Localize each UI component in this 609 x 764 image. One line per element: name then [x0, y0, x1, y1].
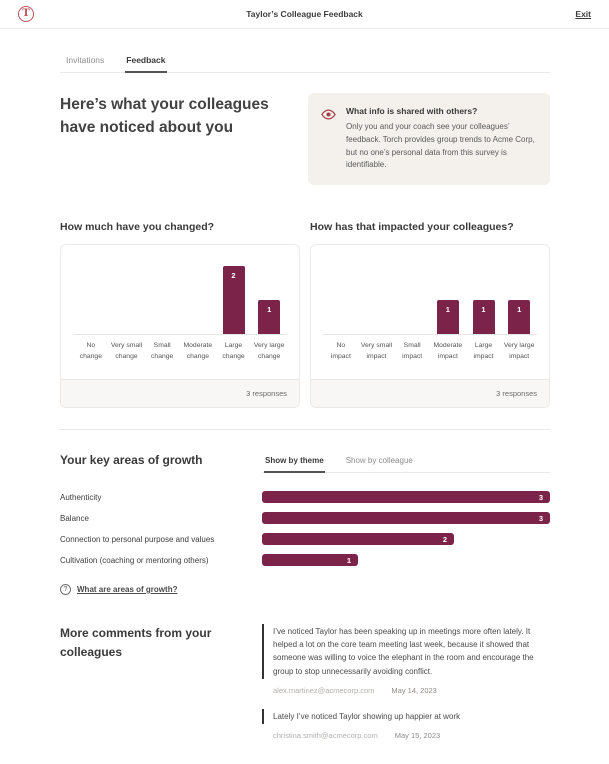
x-axis-label: Large change [222, 342, 245, 361]
comment-author: christina.smith@acmecorp.com [273, 730, 378, 740]
privacy-info-body: Only you and your coach see your colleag… [346, 122, 535, 170]
privacy-info-title: What info is shared with others? [346, 106, 478, 116]
x-axis-label: Very small change [110, 342, 143, 361]
hero-section: Here’s what your colleagues have noticed… [60, 93, 550, 186]
bar: 1 [508, 300, 531, 335]
colleague-comment: Lately I’ve noticed Taylor showing up ha… [262, 708, 550, 740]
app-header: T Taylor’s Colleague Feedback Exit [0, 0, 609, 29]
tab-invitations[interactable]: Invitations [66, 55, 105, 65]
growth-bar: 3 [262, 512, 550, 525]
colleague-comment: I’ve noticed Taylor has been speaking up… [262, 623, 550, 695]
growth-row: Authenticity 3 [60, 487, 550, 508]
x-axis-label: Very large impact [503, 342, 535, 361]
comment-date: May 14, 2023 [391, 685, 437, 695]
x-axis-label: Small impact [402, 342, 423, 361]
question-circle-icon: ? [60, 583, 71, 595]
hero-heading: Here’s what your colleagues have noticed… [60, 96, 269, 137]
eye-icon [321, 106, 336, 172]
x-axis-label: Large impact [473, 342, 494, 361]
exit-link[interactable]: Exit [575, 9, 591, 19]
chart-column: 1 [430, 300, 466, 335]
chart-column: 1 [466, 300, 502, 335]
growth-tabs: Show by theme Show by colleague [262, 453, 550, 473]
chart-column: 1 [501, 300, 537, 335]
comments-list: I’ve noticed Taylor has been speaking up… [262, 623, 550, 740]
impact-chart: How has that impacted your colleagues? 1… [310, 221, 550, 408]
tab-feedback[interactable]: Feedback [125, 51, 167, 73]
growth-row: Connection to personal purpose and value… [60, 529, 550, 550]
chart-x-labels: No impact Very small impact Small impact Moder… [323, 335, 537, 379]
growth-help-link[interactable]: ? What are areas of growth? [60, 583, 178, 595]
bar-value-label: 1 [517, 305, 522, 315]
section-divider [60, 428, 550, 430]
chart-plot-area: 1 1 1 [323, 245, 537, 336]
bar-value-label: 1 [267, 305, 272, 315]
chart-footer: 3 responses [61, 378, 299, 407]
chart-title: How much have you changed? [60, 221, 215, 234]
chart-column: 2 [216, 266, 252, 335]
growth-bar: 2 [262, 533, 454, 546]
privacy-info-box: What info is shared with others? Only yo… [308, 93, 550, 186]
main-tabs: Invitations Feedback [60, 51, 550, 73]
bar-value-label: 2 [231, 271, 236, 281]
comments-section: More comments from your colleagues I’ve … [60, 623, 550, 740]
bar: 1 [436, 300, 459, 335]
x-axis-label: Moderate change [183, 342, 213, 361]
page-title: Taylor’s Colleague Feedback [246, 9, 363, 19]
growth-bar-track: 1 [262, 554, 550, 567]
chart-x-labels: No change Very small change Small change Moder… [73, 335, 287, 379]
growth-bar-track: 2 [262, 533, 550, 546]
bar-value-label: 1 [481, 305, 486, 315]
tab-show-by-theme[interactable]: Show by theme [264, 453, 325, 473]
comment-meta: alex.martinez@acmecorp.com May 14, 2023 [262, 686, 550, 695]
comments-heading: More comments from your colleagues [60, 625, 212, 660]
growth-row: Cultivation (coaching or mentoring other… [60, 550, 550, 571]
x-axis-label: Small change [151, 342, 174, 361]
growth-row-label: Authenticity [60, 492, 102, 502]
bar-value-label: 1 [445, 305, 450, 315]
chart-card: 1 1 1 No impact Very small impact Small impact M… [310, 244, 550, 408]
growth-section: Your key areas of growth Show by theme S… [60, 453, 550, 596]
torch-logo-icon: T [18, 6, 34, 22]
growth-row-label: Balance [60, 513, 89, 523]
comment-text: I’ve noticed Taylor has been speaking up… [262, 623, 550, 679]
bar: 1 [258, 300, 281, 335]
comment-text: Lately I’ve noticed Taylor showing up ha… [262, 708, 550, 724]
growth-bar: 3 [262, 491, 550, 504]
bar: 1 [472, 300, 495, 335]
growth-bar-track: 3 [262, 491, 550, 504]
growth-row-label: Cultivation (coaching or mentoring other… [60, 555, 209, 565]
comment-date: May 15, 2023 [394, 730, 441, 740]
chart-column: 1 [251, 300, 287, 335]
x-axis-label: Very small impact [360, 342, 393, 361]
x-axis-label: No change [79, 342, 102, 361]
growth-row: Balance 3 [60, 508, 550, 529]
growth-help-text: What are areas of growth? [77, 584, 178, 594]
growth-bar-chart: Authenticity 3 Balance 3 Connection to perso… [60, 487, 550, 571]
comment-author: alex.martinez@acmecorp.com [273, 685, 375, 695]
comment-meta: christina.smith@acmecorp.com May 15, 2023 [262, 731, 550, 740]
chart-footer: 3 responses [311, 378, 549, 407]
bar: 2 [222, 266, 245, 335]
main-content: Invitations Feedback Here’s what your co… [0, 51, 609, 764]
x-axis-label: Very large change [253, 342, 285, 361]
tab-show-by-colleague[interactable]: Show by colleague [345, 455, 413, 465]
growth-heading: Your key areas of growth [60, 452, 203, 467]
x-axis-label: No impact [330, 342, 351, 361]
x-axis-label: Moderate impact [433, 342, 463, 361]
privacy-info-content: What info is shared with others? Only yo… [346, 106, 536, 172]
growth-row-label: Connection to personal purpose and value… [60, 534, 215, 544]
growth-bar-track: 3 [262, 512, 550, 525]
chart-title: How has that impacted your colleagues? [310, 221, 514, 234]
growth-bar: 1 [262, 554, 358, 567]
